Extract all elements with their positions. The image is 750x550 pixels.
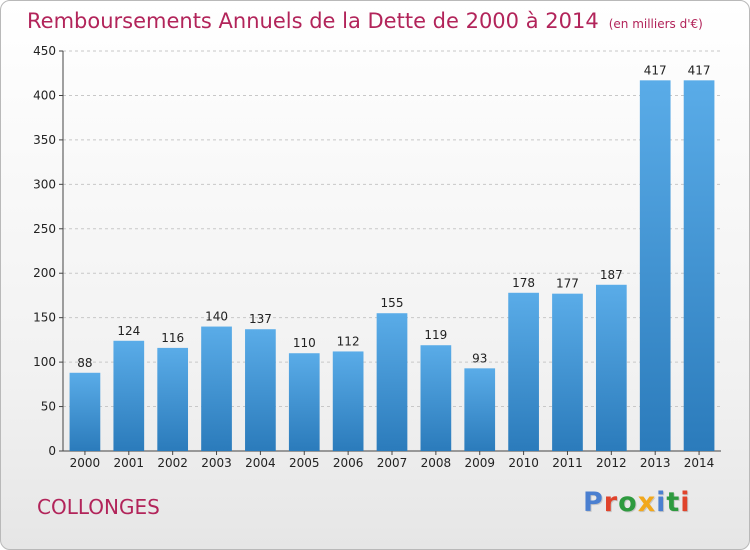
data-label-2004: 137: [249, 312, 272, 326]
x-tick-label-2012: 2012: [596, 456, 627, 470]
bar-2009: [464, 368, 496, 451]
y-tick-label: 100: [33, 355, 56, 369]
y-tick-label: 0: [48, 444, 56, 458]
y-tick-label: 300: [33, 177, 56, 191]
bar-2012: [595, 284, 627, 451]
logo-letter: t: [666, 487, 681, 518]
bar-2013: [639, 80, 671, 451]
data-label-2000: 88: [77, 356, 92, 370]
data-labels: 88 124 116 140 137 110 112 155 119 93 178 177 187 417…: [77, 63, 710, 369]
data-label-2002: 116: [161, 331, 184, 345]
x-tick-label-2014: 2014: [684, 456, 715, 470]
bar-2003: [201, 326, 232, 451]
data-label-2001: 124: [117, 324, 140, 338]
bar-2014: [683, 80, 715, 451]
x-tick-label-2007: 2007: [377, 456, 408, 470]
y-tick-label: 450: [33, 44, 56, 58]
bar-2010: [508, 292, 539, 451]
data-label-2008: 119: [424, 328, 447, 342]
logo-letter: P: [583, 487, 604, 518]
data-label-2014: 417: [688, 63, 711, 77]
bar-2005: [288, 353, 320, 451]
logo-letter: x: [637, 487, 657, 518]
x-tick-label-2002: 2002: [157, 456, 188, 470]
x-tick-label-2011: 2011: [552, 456, 583, 470]
chart-title-text: Remboursements Annuels de la Dette de 20…: [27, 9, 599, 33]
chart-unit-text: (en milliers d'€): [608, 17, 703, 31]
x-tick-label-2001: 2001: [114, 456, 145, 470]
bar-2008: [420, 345, 452, 451]
bar-2011: [552, 293, 583, 451]
x-tick-label-2009: 2009: [464, 456, 495, 470]
data-label-2006: 112: [337, 334, 360, 348]
logo-letter: i: [656, 487, 667, 518]
chart-title: Remboursements Annuels de la Dette de 20…: [27, 9, 703, 33]
data-label-2009: 93: [472, 351, 487, 365]
city-name: COLLONGES: [37, 495, 160, 519]
bar-2007: [376, 313, 408, 451]
data-label-2012: 187: [600, 268, 623, 282]
y-tick-label: 250: [33, 222, 56, 236]
x-tick-label-2005: 2005: [289, 456, 320, 470]
bar-2006: [332, 351, 364, 451]
y-tick-label: 200: [33, 266, 56, 280]
logo-letter: i: [680, 487, 691, 518]
x-tick-label-2013: 2013: [640, 456, 671, 470]
bar-2002: [157, 347, 189, 451]
data-label-2010: 178: [512, 276, 535, 290]
data-label-2011: 177: [556, 277, 579, 291]
x-tick-label-2003: 2003: [201, 456, 232, 470]
bar-2001: [113, 340, 145, 451]
proxiti-logo[interactable]: Proxiti: [583, 487, 691, 518]
data-label-2007: 155: [381, 296, 404, 310]
logo-letter: o: [618, 487, 638, 518]
bar-2004: [245, 329, 276, 451]
data-label-2003: 140: [205, 310, 228, 324]
x-tick-label-2008: 2008: [421, 456, 452, 470]
y-tick-label: 50: [41, 400, 56, 414]
y-tick-label: 350: [33, 133, 56, 147]
x-tick-label-2010: 2010: [508, 456, 539, 470]
y-tick-label: 150: [33, 311, 56, 325]
logo-letter: r: [603, 487, 619, 518]
y-tick-label: 400: [33, 88, 56, 102]
x-tick-label-2000: 2000: [70, 456, 101, 470]
x-tick-label-2006: 2006: [333, 456, 364, 470]
data-label-2005: 110: [293, 336, 316, 350]
bar-2000: [69, 372, 101, 451]
data-label-2013: 417: [644, 63, 667, 77]
bars: [69, 80, 715, 451]
x-tick-label-2004: 2004: [245, 456, 276, 470]
